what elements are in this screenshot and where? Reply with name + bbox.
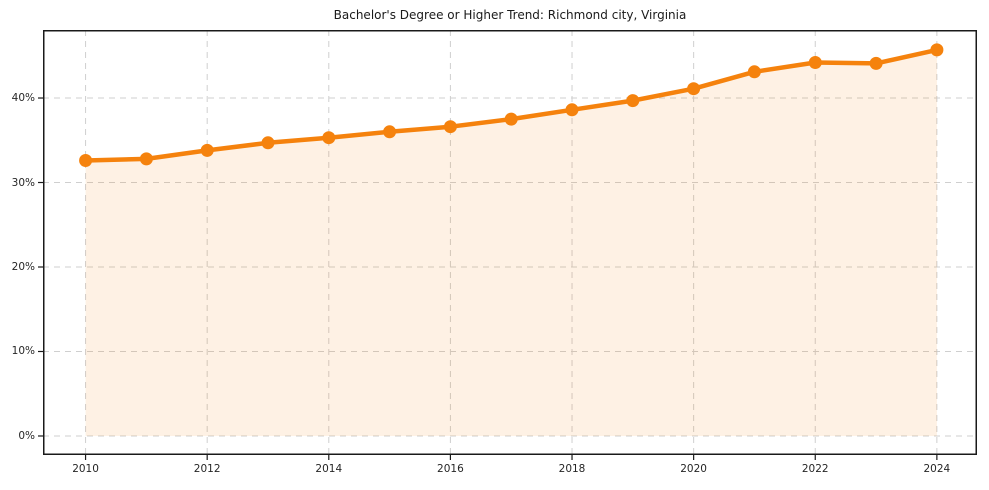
y-tick-label-10: 10% [11,345,35,358]
x-tick-label-2016: 2016 [437,463,464,475]
data-point-2023 [869,56,883,70]
data-point-2019 [626,94,640,108]
data-point-2013 [261,136,275,150]
x-tick-label-2012: 2012 [193,463,221,475]
data-point-2016 [443,120,457,134]
chart-title: Bachelor's Degree or Higher Trend: Richm… [333,8,687,22]
x-tick-label-2022: 2022 [801,463,829,475]
data-point-2010 [79,154,93,167]
x-tick-label-2014: 2014 [315,463,343,475]
data-point-2022 [808,56,822,69]
y-tick-label-0: 0% [18,429,35,442]
data-point-2015 [383,125,397,139]
data-point-2018 [565,103,579,117]
data-point-2017 [504,112,518,126]
x-tick-label-2020: 2020 [680,463,707,475]
x-tick-label-2010: 2010 [72,463,99,475]
plot-area [38,30,977,460]
data-point-2012 [200,143,214,157]
data-point-2024 [930,43,944,57]
y-tick-label-40: 40% [11,92,35,105]
data-point-2020 [687,82,701,96]
x-tick-label-2018: 2018 [558,463,586,475]
area-fill [85,49,937,437]
data-point-2011 [139,152,153,166]
y-tick-label-20: 20% [11,261,35,273]
data-point-2014 [322,131,336,145]
data-point-2021 [747,65,761,79]
plot-border [43,30,977,455]
x-tick-label-2024: 2024 [923,463,951,475]
trend-line-chart [38,30,977,460]
y-tick-label-30: 30% [11,176,35,189]
